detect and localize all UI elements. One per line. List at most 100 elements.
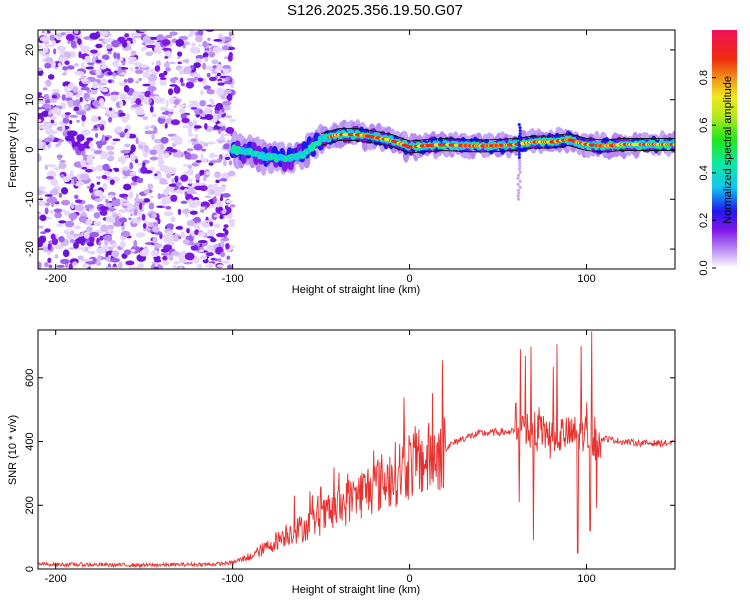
spectrogram-noise-blob [165,34,173,39]
spectrogram-noise-blob [159,181,169,185]
spectrogram-noise-blob [225,115,233,119]
spectrogram-noise-blob [153,266,159,269]
spectrogram-noise-blob [208,221,214,227]
spectrogram-noise-blob [45,202,51,207]
spectrogram-noise-blob [162,255,168,261]
spectrogram-noise-blob [222,64,231,69]
spectrogram-noise-blob [55,224,64,227]
spectrogram-noise-blob [74,199,83,204]
spectrogram-noise-blob [223,56,229,60]
spectrogram-noise-blob [206,245,211,252]
spectrogram-noise-blob [118,65,122,74]
colorbar-gradient [712,30,737,268]
spectrogram-noise-blob [100,78,108,84]
band-peak [589,143,595,147]
colorbar-tick-label: 0.0 [698,260,710,275]
spectrogram-noise-blob [200,255,208,260]
spectrogram-noise-blob [185,213,189,217]
spectrogram-noise-blob [45,79,52,87]
y-tick-label: 200 [24,496,36,514]
spectrogram-noise-blob [226,255,231,260]
spectrogram-noise-blob [166,231,174,236]
spectrogram-noise-blob [177,208,182,216]
spectrogram-noise-blob [170,194,178,202]
spectrogram-noise-blob [144,130,154,135]
spectrogram-noise-blob [39,36,50,42]
spectrogram-noise-blob [164,56,169,59]
spectrogram-noise-blob [74,225,81,230]
spectrogram-noise-blob [51,94,58,99]
spectrogram-noise-blob [215,179,220,184]
spectrogram-noise-blob [197,240,208,244]
spectrogram-noise-blob [58,220,67,224]
band-streak [516,194,520,198]
spectrogram-noise-blob [129,67,134,72]
spectrogram-noise-blob [208,262,214,269]
spectrogram-noise-blob [40,231,47,234]
spectrogram-noise-blob [44,207,49,215]
spectrogram-noise-blob [209,188,215,195]
spectrogram-noise-blob [43,30,48,37]
spectrogram-noise-blob [152,113,157,118]
spectrogram-noise-blob [110,91,120,96]
colorbar-tick-label: 0.8 [698,70,710,85]
y-tick-label: 0 [24,146,36,152]
spectrogram-noise-blob [54,244,64,250]
spectrogram-noise-blob [51,188,59,196]
spectrogram-noise-blob [202,62,207,70]
spectrogram-noise-blob [206,235,215,239]
spectrogram-noise-blob [73,176,77,185]
spectrogram-noise-blob [178,256,188,264]
spectrogram-noise-blob [84,55,91,63]
spectrogram-noise-blob [186,228,190,234]
spectrogram-noise-blob [105,43,112,49]
band-streak [518,129,522,133]
spectrogram-noise-blob [205,252,214,257]
spectrogram-noise-blob [135,98,142,105]
spectrogram-noise-blob [48,264,53,269]
spectrogram-noise-blob [64,112,71,116]
spectrogram-noise-blob [122,175,128,180]
spectrogram-noise-blob [47,196,57,203]
spectrogram-noise-blob [119,240,126,249]
spectrogram-noise-blob [161,116,166,119]
spectrogram-noise-blob [80,173,90,181]
spectrogram-noise-blob [43,98,52,104]
spectrogram-noise-blob [200,209,205,213]
spectrogram-x-label: Height of straight line (km) [292,284,420,296]
spectrogram-noise-blob [211,59,219,65]
spectrogram-noise-blob [87,242,95,247]
spectrogram-noise-blob [80,61,85,70]
spectrogram-noise-blob [222,159,227,167]
spectrogram-noise-blob [159,77,167,81]
spectrogram-noise-blob [92,100,101,107]
spectrogram-noise-blob [65,114,70,120]
chart-title: S126.2025.356.19.50.G07 [287,2,463,19]
spectrogram-noise-blob [195,173,201,181]
spectrogram-noise-blob [94,198,102,203]
spectrogram-noise-blob [135,232,146,238]
spectrogram-noise-blob [74,180,85,187]
spectrogram-noise-blob [47,257,52,264]
spectrogram-noise-blob [47,74,55,80]
spectrogram-noise-blob [198,231,207,237]
spectrogram-noise-blob [228,160,233,166]
snr-x-ticks: -200 -100 0 100 [45,330,596,585]
spectrogram-noise-blob [148,202,155,210]
spectrogram-noise-blob [95,260,101,266]
spectrogram-noise-blob [103,38,113,43]
spectrogram-noise-blob [44,228,51,233]
spectrogram-noise-blob [101,134,106,142]
spectrogram-noise-blob [187,164,193,169]
spectrogram-noise-blob [151,226,160,233]
snr-frame [37,329,676,570]
spectrogram-noise-blob [104,171,112,175]
spectrogram-noise-blob [51,88,60,93]
spectrogram-noise-blob [80,75,87,78]
spectrogram-noise-blob [170,119,181,126]
spectrogram-noise-blob [140,94,144,101]
spectrogram-noise-blob [70,169,74,176]
spectrogram-noise-blob [59,160,66,163]
spectrogram-noise-blob [80,86,90,91]
